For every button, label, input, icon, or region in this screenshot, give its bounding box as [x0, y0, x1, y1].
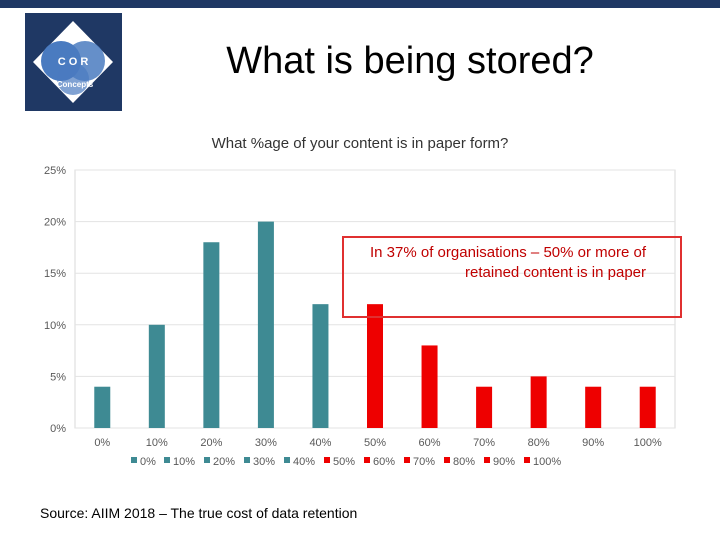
- legend-swatch: [284, 457, 290, 463]
- legend-label: 70%: [413, 456, 435, 468]
- legend-label: 20%: [213, 456, 235, 468]
- x-tick-label: 10%: [146, 437, 168, 449]
- x-tick-label: 40%: [309, 437, 331, 449]
- x-tick-label: 70%: [473, 437, 495, 449]
- x-tick-label: 90%: [582, 437, 604, 449]
- callout-box: In 37% of organisations – 50% or more of…: [342, 236, 682, 318]
- legend-swatch: [164, 457, 170, 463]
- logo-text-bottom: Concepts: [57, 80, 94, 89]
- legend-label: 60%: [373, 456, 395, 468]
- chart-title: What %age of your content is in paper fo…: [211, 135, 509, 152]
- x-tick-label: 0%: [94, 437, 110, 449]
- y-tick-label: 0%: [50, 423, 66, 435]
- bar: [639, 386, 656, 428]
- x-tick-label: 30%: [255, 437, 277, 449]
- legend-swatch: [324, 457, 330, 463]
- y-tick-label: 10%: [44, 320, 66, 332]
- bar: [476, 386, 493, 428]
- x-tick-label: 20%: [200, 437, 222, 449]
- bar: [530, 376, 547, 428]
- legend-label: 40%: [293, 456, 315, 468]
- legend-swatch: [444, 457, 450, 463]
- legend-label: 10%: [173, 456, 195, 468]
- source-note: Source: AIIM 2018 – The true cost of dat…: [40, 505, 358, 521]
- y-tick-label: 5%: [50, 371, 66, 383]
- x-tick-label: 60%: [419, 437, 441, 449]
- company-logo: C O R Concepts: [25, 13, 122, 111]
- bar: [367, 304, 383, 428]
- bar: [421, 345, 438, 428]
- bar: [148, 324, 165, 428]
- y-tick-label: 20%: [44, 217, 66, 229]
- bar: [94, 386, 111, 428]
- legend-label: 50%: [333, 456, 355, 468]
- legend-swatch: [364, 457, 370, 463]
- y-tick-label: 25%: [44, 165, 66, 177]
- bar: [203, 242, 220, 428]
- legend-label: 30%: [253, 456, 275, 468]
- top-accent-bar: [0, 0, 720, 8]
- bar-chart: 0%5%10%15%20%25%0% 10% 20% 30% 40% 50% 60% 70% 8…: [44, 165, 676, 468]
- callout-text: In 37% of organisations – 50% or more of…: [370, 244, 646, 281]
- y-tick-label: 15%: [44, 268, 66, 280]
- x-tick-label: 80%: [528, 437, 550, 449]
- legend-label: 0%: [140, 456, 156, 468]
- bar: [257, 221, 274, 428]
- logo-text-top: C O R: [58, 56, 89, 68]
- x-tick-label: 100%: [634, 437, 662, 449]
- x-tick-label: 50%: [364, 437, 386, 449]
- bar: [585, 386, 602, 428]
- legend-label: 100%: [533, 456, 561, 468]
- legend-label: 80%: [453, 456, 475, 468]
- legend-swatch: [204, 457, 210, 463]
- legend-swatch: [244, 457, 250, 463]
- bar: [312, 304, 329, 428]
- legend-swatch: [524, 457, 530, 463]
- legend-label: 90%: [493, 456, 515, 468]
- slide-title: What is being stored?: [226, 40, 594, 82]
- legend-swatch: [131, 457, 137, 463]
- legend-swatch: [404, 457, 410, 463]
- legend-swatch: [484, 457, 490, 463]
